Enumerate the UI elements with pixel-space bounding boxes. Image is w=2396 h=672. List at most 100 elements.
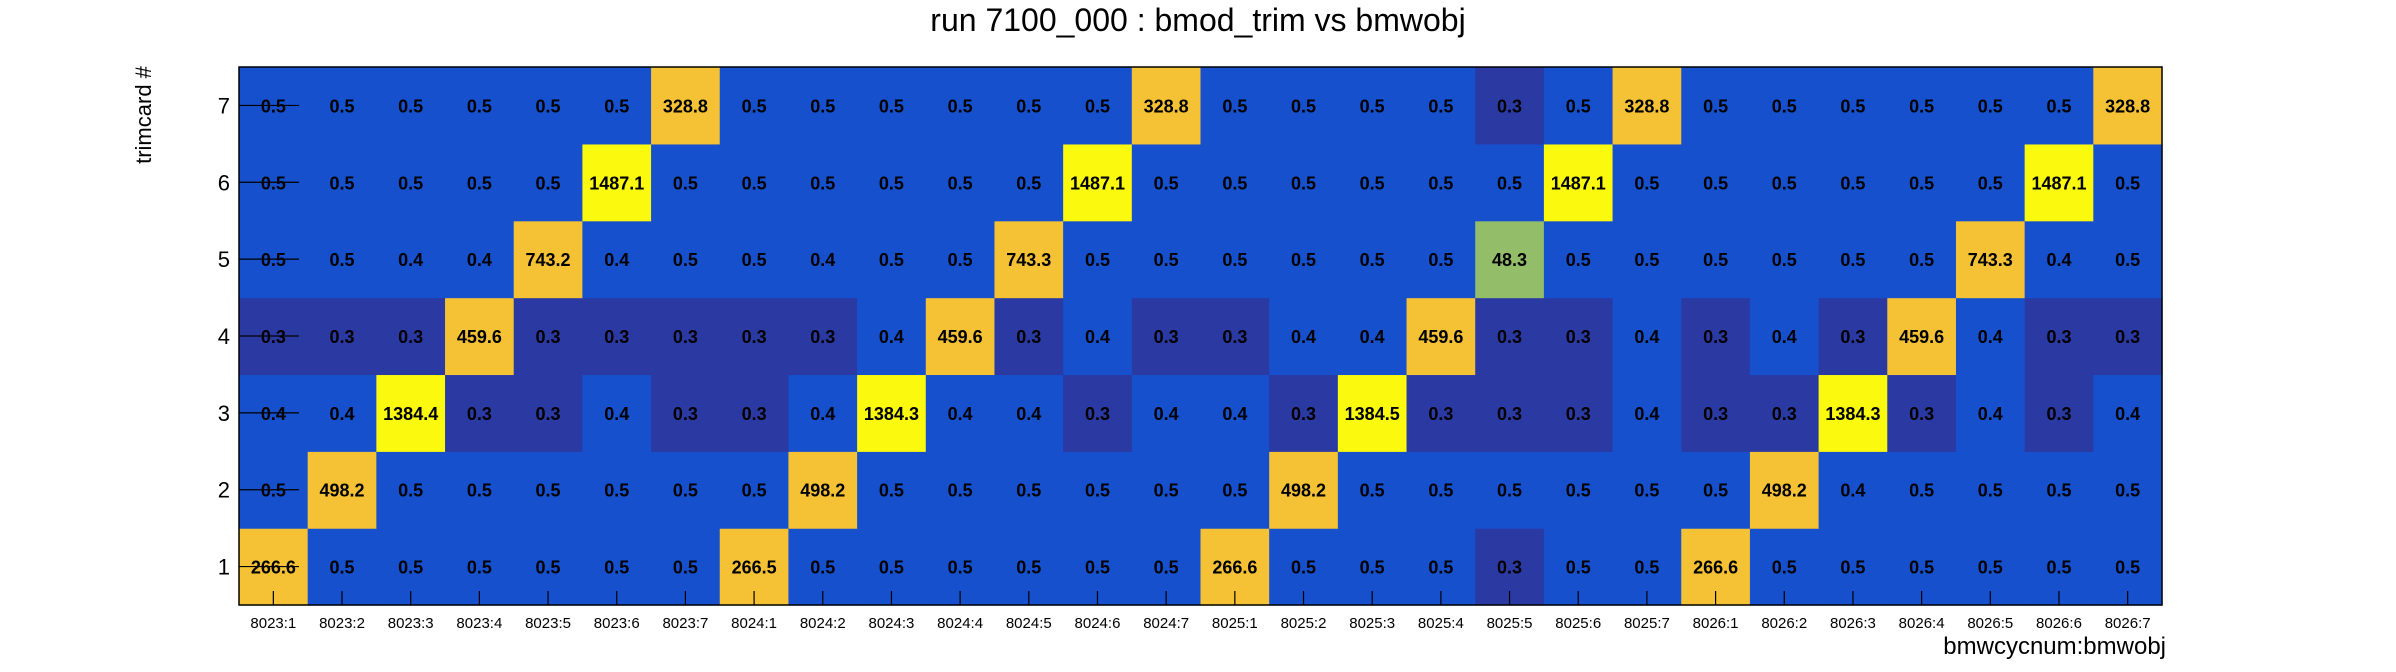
heatmap-cell — [1887, 67, 1957, 145]
heatmap-cell — [1818, 143, 1888, 222]
heatmap-cell — [582, 374, 652, 452]
heatmap-cell — [651, 220, 721, 299]
heatmap-cell — [1337, 297, 1408, 376]
heatmap-cell-label: 0.5 — [1016, 558, 1041, 578]
heatmap-cell — [1681, 220, 1751, 299]
x-tick-label: 8023:3 — [388, 615, 434, 632]
heatmap-cell-label: 0.3 — [2046, 404, 2071, 424]
heatmap-cell — [1269, 143, 1339, 222]
heatmap-cell — [1131, 143, 1202, 222]
heatmap-cell-label: 498.2 — [800, 481, 845, 501]
heatmap-cell — [1337, 143, 1408, 222]
heatmap-cell-label: 0.3 — [1566, 327, 1591, 347]
heatmap-cell-label: 0.5 — [879, 173, 904, 193]
heatmap-cell-label: 0.3 — [1703, 404, 1728, 424]
heatmap-cell — [925, 297, 996, 376]
heatmap-cell-label: 0.4 — [948, 404, 973, 424]
heatmap-cell — [582, 143, 652, 222]
heatmap-cell-label: 0.5 — [330, 558, 355, 578]
heatmap-cell-label: 0.5 — [1428, 250, 1453, 270]
heatmap-cell-label: 0.5 — [879, 250, 904, 270]
x-tick-label: 8023:5 — [525, 615, 571, 632]
heatmap-cell-label: 0.5 — [261, 173, 286, 193]
heatmap-cell — [1200, 143, 1270, 222]
heatmap-cell — [1749, 297, 1820, 376]
heatmap-cell — [445, 374, 515, 452]
heatmap-cell-label: 0.3 — [536, 404, 561, 424]
heatmap-cell — [857, 451, 927, 529]
heatmap-cell-label: 0.5 — [1154, 481, 1179, 501]
y-tick-label: 6 — [218, 170, 230, 195]
heatmap-cell — [1131, 220, 1202, 299]
x-tick-label: 8025:6 — [1555, 615, 1601, 632]
heatmap-cell-label: 0.4 — [604, 250, 629, 270]
heatmap-cell-label: 0.5 — [1085, 481, 1110, 501]
heatmap-cell-label: 0.5 — [398, 173, 423, 193]
heatmap-cell-label: 0.5 — [1360, 173, 1385, 193]
heatmap-cell-label: 0.5 — [673, 173, 698, 193]
heatmap-cell-label: 0.5 — [261, 250, 286, 270]
heatmap-cell-label: 0.5 — [1222, 481, 1247, 501]
heatmap-cell-label: 0.4 — [261, 404, 286, 424]
heatmap-cell-label: 0.3 — [1772, 404, 1797, 424]
heatmap-cell-label: 0.5 — [1840, 96, 1865, 116]
heatmap-cell — [582, 451, 652, 529]
heatmap-cell-label: 0.5 — [673, 481, 698, 501]
heatmap-cell-label: 0.5 — [1222, 250, 1247, 270]
heatmap-cell-label: 0.5 — [1016, 481, 1041, 501]
heatmap-cell — [1269, 374, 1339, 452]
chart-title: run 7100_000 : bmod_trim vs bmwobj — [930, 2, 1466, 38]
heatmap-cell-label: 0.5 — [398, 481, 423, 501]
x-tick-label: 8023:4 — [456, 615, 502, 632]
heatmap-cell-label: 0.5 — [1154, 173, 1179, 193]
y-tick-label: 4 — [218, 324, 230, 349]
y-tick-label: 7 — [218, 93, 230, 118]
heatmap-cell-label: 459.6 — [938, 327, 983, 347]
heatmap-cell — [1200, 451, 1270, 529]
heatmap-cell-label: 0.5 — [467, 173, 492, 193]
heatmap-cell — [1475, 297, 1545, 376]
heatmap-cell-label: 0.5 — [261, 481, 286, 501]
heatmap-cell — [1269, 297, 1339, 376]
heatmap-cell-label: 1487.1 — [2031, 173, 2086, 193]
heatmap-cell-label: 0.5 — [1566, 481, 1591, 501]
heatmap-cell-label: 0.5 — [2115, 173, 2140, 193]
heatmap-cell — [307, 220, 377, 299]
heatmap-cell — [788, 67, 858, 145]
heatmap-cell-label: 1487.1 — [1070, 173, 1125, 193]
heatmap-cell-label: 0.5 — [1909, 96, 1934, 116]
heatmap-cell-label: 0.3 — [1222, 327, 1247, 347]
heatmap-cell-label: 0.5 — [810, 173, 835, 193]
heatmap-cell-label: 0.5 — [948, 173, 973, 193]
x-tick-label: 8024:6 — [1075, 615, 1121, 632]
heatmap-cell — [1063, 297, 1133, 376]
heatmap-cell — [1681, 143, 1751, 222]
heatmap-cell-label: 0.4 — [1978, 327, 2003, 347]
heatmap-cell-label: 1384.3 — [1825, 404, 1880, 424]
heatmap-cell — [857, 220, 927, 299]
heatmap-cell-label: 0.3 — [810, 327, 835, 347]
heatmap-cell — [1406, 220, 1476, 299]
heatmap-cell-label: 0.5 — [810, 558, 835, 578]
heatmap-cell-label: 0.5 — [1085, 96, 1110, 116]
heatmap-cell — [1406, 143, 1476, 222]
heatmap-cell-label: 0.5 — [1428, 558, 1453, 578]
heatmap-cell-label: 0.4 — [1291, 327, 1316, 347]
heatmap-cell-label: 0.5 — [879, 96, 904, 116]
heatmap-cell-label: 0.5 — [2046, 96, 2071, 116]
heatmap-cell — [1818, 220, 1888, 299]
heatmap-cell — [1749, 220, 1820, 299]
x-tick-label: 8025:7 — [1624, 615, 1670, 632]
heatmap-cell-label: 0.5 — [330, 250, 355, 270]
heatmap-cell — [719, 374, 790, 452]
heatmap-cell-label: 0.5 — [1566, 558, 1591, 578]
x-axis-label: bmwcycnum:bmwobj — [1943, 633, 2166, 660]
heatmap-cell — [1818, 451, 1888, 529]
heatmap-cell-label: 0.5 — [1497, 173, 1522, 193]
x-tick-label: 8024:3 — [869, 615, 915, 632]
heatmap-cell — [1818, 374, 1888, 452]
heatmap-cell — [1612, 374, 1682, 452]
heatmap-cell — [788, 143, 858, 222]
heatmap-cell-label: 0.5 — [742, 250, 767, 270]
heatmap-cell — [1681, 67, 1751, 145]
